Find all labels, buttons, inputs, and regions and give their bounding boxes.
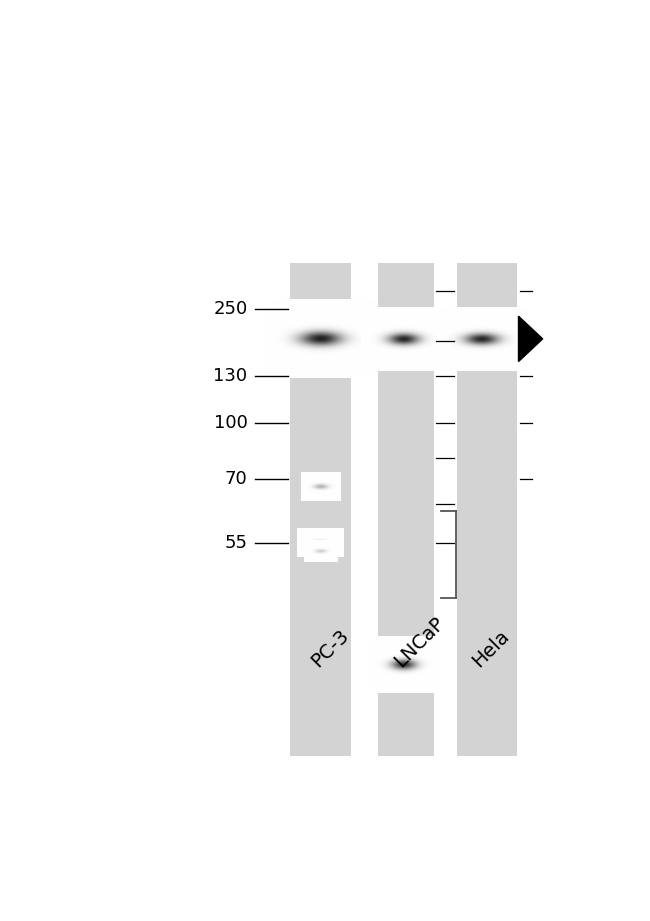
Text: Hela: Hela bbox=[468, 626, 513, 670]
Text: 250: 250 bbox=[213, 300, 248, 318]
Text: 100: 100 bbox=[214, 414, 248, 432]
Text: 55: 55 bbox=[224, 534, 248, 552]
Text: 70: 70 bbox=[225, 471, 248, 488]
Bar bbox=[378, 263, 434, 756]
Bar bbox=[291, 263, 351, 756]
Text: 130: 130 bbox=[213, 367, 248, 386]
Bar bbox=[456, 263, 517, 756]
Text: LNCaP: LNCaP bbox=[390, 613, 448, 670]
Polygon shape bbox=[519, 316, 543, 362]
Text: PC-3: PC-3 bbox=[307, 625, 352, 670]
